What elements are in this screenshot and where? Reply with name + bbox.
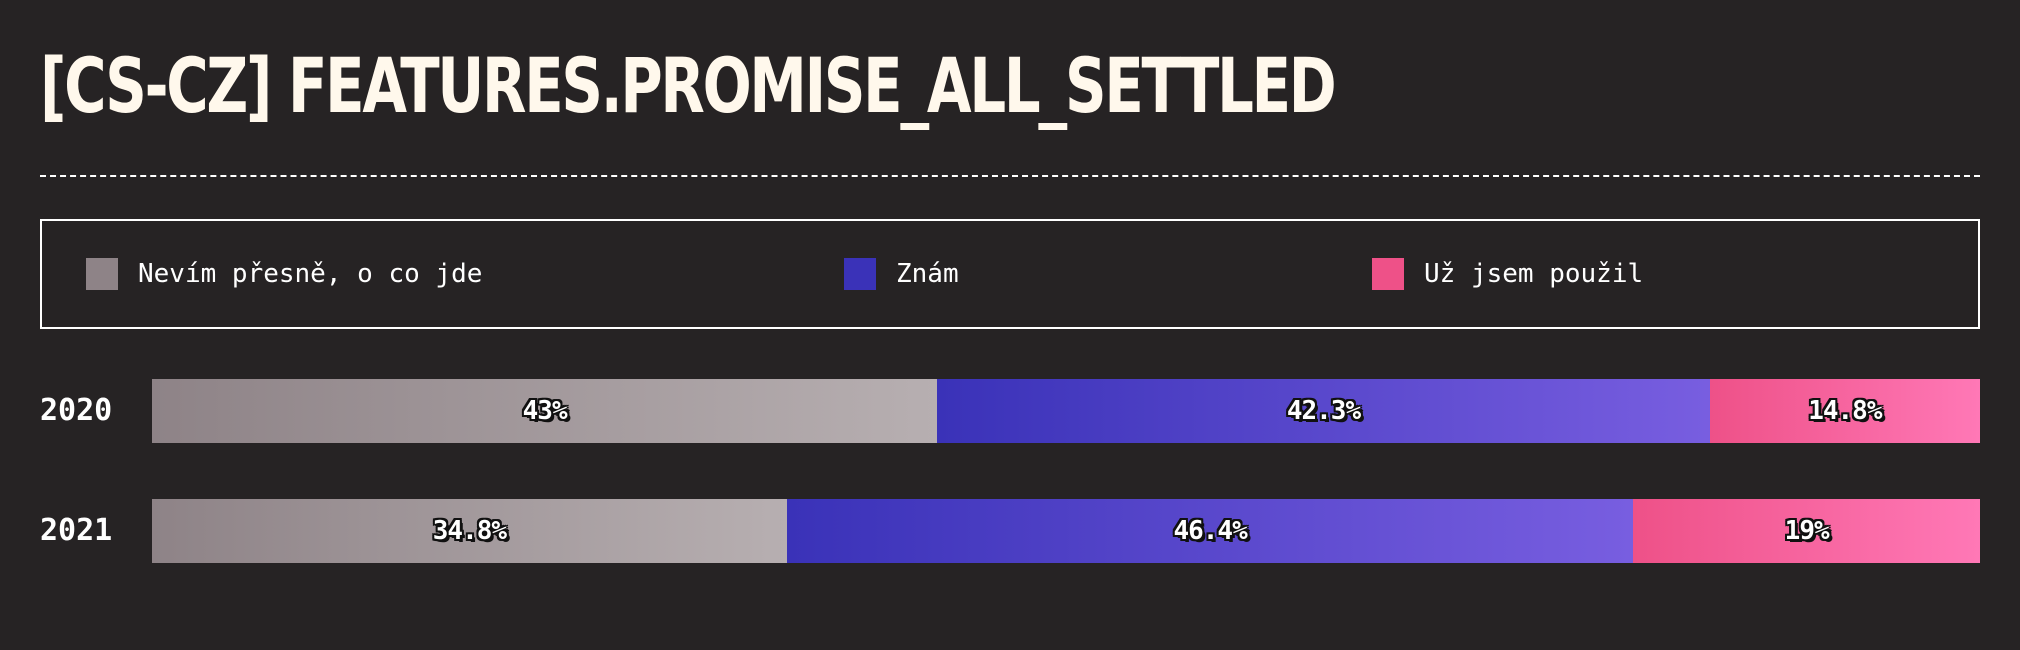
bar-row-2020: 43% 42.3% 14.8% [152,379,1980,443]
legend: Nevím přesně, o co jde Znám Už jsem použ… [40,219,1980,329]
bar-row-2021: 34.8% 46.4% 19% [152,499,1980,563]
bar-2020-pouzil[interactable]: 14.8% [1709,379,1980,443]
data-label-2021-nevim: 34.8% [432,516,507,546]
data-label-2020-pouzil: 14.8% [1808,396,1882,426]
bar-2020-nevim[interactable]: 43% [152,379,938,443]
bar-2021-nevim[interactable]: 34.8% [152,499,787,563]
chart-title: [CS-CZ] FEATURES.PROMISE_ALL_SETTLED [40,41,1337,130]
data-label-2021-znam: 46.4% [1173,516,1247,546]
bar-2021-znam[interactable]: 46.4% [786,499,1634,563]
data-label-2020-znam: 42.3% [1286,396,1361,426]
legend-label-nevim: Nevím přesně, o co jde [138,259,483,289]
legend-label-pouzil: Už jsem použil [1424,259,1644,289]
legend-swatch-znam [844,258,876,290]
legend-label-znam: Znám [896,259,959,289]
dashed-divider [40,175,1980,177]
legend-item-znam[interactable]: Znám [844,258,959,290]
legend-item-pouzil[interactable]: Už jsem použil [1372,258,1643,290]
data-label-2021-pouzil: 19% [1784,516,1830,546]
data-label-2020-nevim: 43% [522,396,568,426]
bar-2021-pouzil[interactable]: 19% [1633,499,1980,563]
bar-2020-znam[interactable]: 42.3% [937,379,1710,443]
row-label-2021: 2021 [40,513,113,548]
legend-swatch-nevim [86,258,118,290]
legend-item-nevim[interactable]: Nevím přesně, o co jde [86,258,482,290]
legend-swatch-pouzil [1372,258,1404,290]
row-label-2020: 2020 [40,393,113,428]
